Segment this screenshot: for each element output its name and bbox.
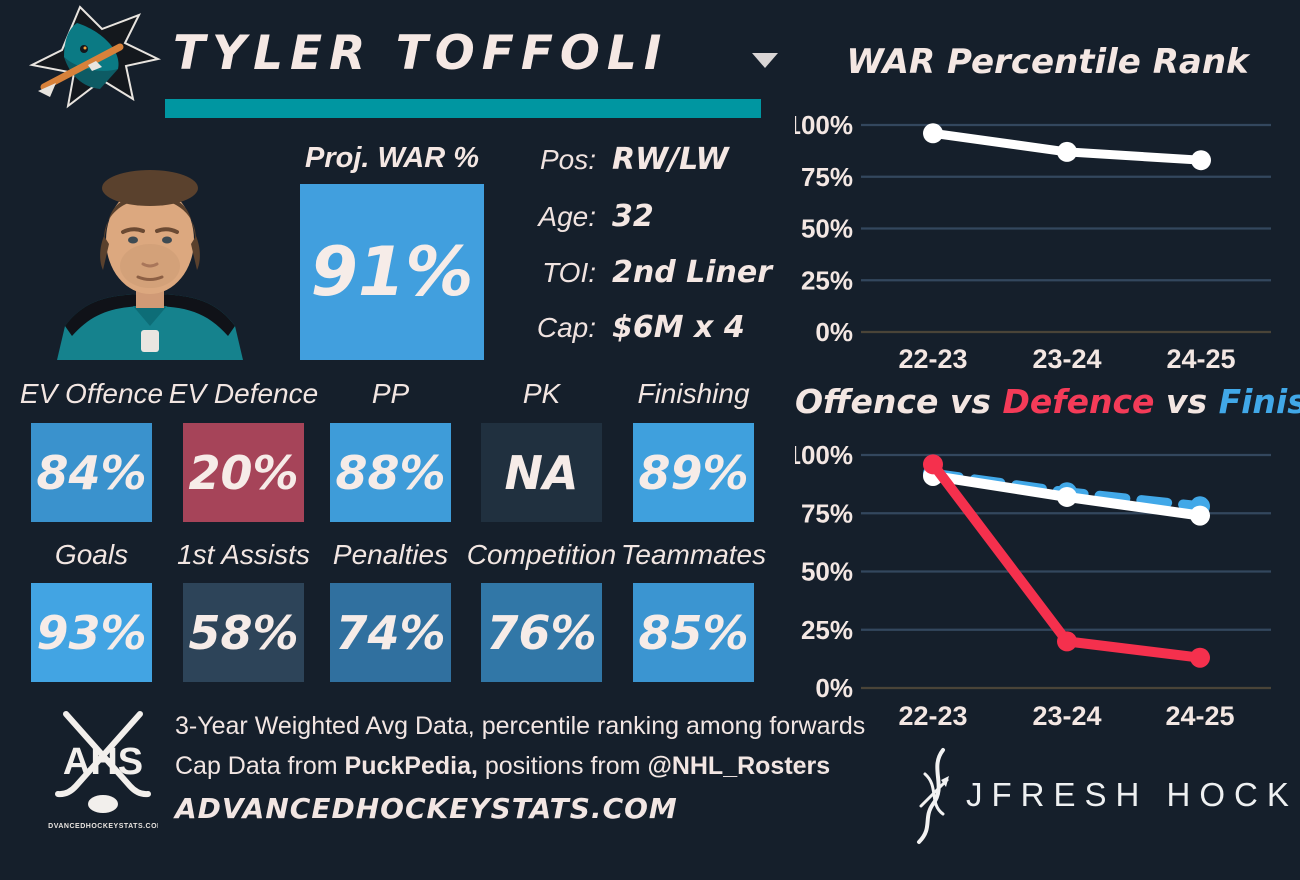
svg-text:100%: 100% xyxy=(795,440,853,470)
svg-text:100%: 100% xyxy=(795,110,853,140)
jfresh-logo-icon xyxy=(917,748,949,844)
stat-box: 74% xyxy=(330,583,451,682)
stat-box: 85% xyxy=(633,583,754,682)
proj-war-box: 91% xyxy=(300,184,484,360)
stat-box: 93% xyxy=(31,583,152,682)
stat-box: 20% xyxy=(183,423,304,522)
odf-chart-title: Offence vs Defence vs Finishing xyxy=(795,382,1300,421)
svg-text:75%: 75% xyxy=(801,498,853,528)
bio-label: Age: xyxy=(538,201,596,232)
stat-label: EV Offence xyxy=(19,378,164,409)
stat-value: 74% xyxy=(335,605,446,660)
stat-box: 76% xyxy=(481,583,602,682)
svg-text:22-23: 22-23 xyxy=(898,344,967,374)
stat-value: 93% xyxy=(36,605,147,660)
bio-row-toi: TOI: 2nd Liner xyxy=(500,255,790,299)
stat-value: 85% xyxy=(638,605,749,660)
legend-defence: Defence xyxy=(1002,382,1155,421)
svg-text:25%: 25% xyxy=(801,265,853,295)
bio-value: $6M x 4 xyxy=(612,310,745,345)
war-chart-title: WAR Percentile Rank xyxy=(846,42,1249,82)
svg-text:0%: 0% xyxy=(815,673,853,703)
svg-text:0%: 0% xyxy=(815,317,853,347)
bio-label: TOI: xyxy=(542,257,596,288)
war-percentile-chart: 100% 75% 50% 25% 0% 22-23 23-24 24-25 xyxy=(795,110,1271,374)
caret-down-icon[interactable] xyxy=(752,53,778,68)
svg-text:22-23: 22-23 xyxy=(898,701,967,731)
player-photo xyxy=(57,170,243,360)
stat-value: 20% xyxy=(188,445,299,500)
stat-label: Competition xyxy=(466,539,617,570)
stat-value: 89% xyxy=(638,445,749,500)
footnote-text: positions from xyxy=(477,752,648,780)
ahs-logo: AHS ADVANCEDHOCKEYSTATS.COM xyxy=(48,711,158,830)
svg-text:75%: 75% xyxy=(801,162,853,192)
bio-value: 2nd Liner xyxy=(612,255,773,290)
svg-text:23-24: 23-24 xyxy=(1032,701,1101,731)
bio-value: 32 xyxy=(612,199,654,234)
stat-label: Penalties xyxy=(332,539,449,570)
svg-text:24-25: 24-25 xyxy=(1166,344,1235,374)
svg-text:25%: 25% xyxy=(801,615,853,645)
stat-value: 88% xyxy=(335,445,446,500)
bio-label: Pos: xyxy=(539,144,596,175)
ahs-monogram: AHS xyxy=(63,741,143,783)
stat-label: Teammates xyxy=(620,539,767,570)
offence-defence-finishing-chart: 100% 75% 50% 25% 0% 22-23 23-24 24-25 xyxy=(795,440,1271,731)
bio-value: RW/LW xyxy=(612,142,729,177)
stat-box: NA xyxy=(481,423,602,522)
svg-text:24-25: 24-25 xyxy=(1165,701,1234,731)
footnote-line2: Cap Data from PuckPedia, positions from … xyxy=(175,752,830,781)
ahs-caption: ADVANCEDHOCKEYSTATS.COM xyxy=(48,823,158,830)
legend-offence: Offence xyxy=(795,382,939,421)
bio-label: Cap: xyxy=(536,312,596,343)
footnote-site-url: ADVANCEDHOCKEYSTATS.COM xyxy=(175,792,678,825)
stat-value: NA xyxy=(504,445,579,500)
stat-label: Goals xyxy=(54,539,129,570)
svg-text:50%: 50% xyxy=(801,557,853,587)
sharks-team-logo xyxy=(28,5,162,109)
proj-war-value: 91% xyxy=(310,232,474,312)
accent-underline-bar xyxy=(165,99,761,118)
stat-label: PP xyxy=(371,378,410,409)
jfresh-wordmark: JFRESH HOCKEY xyxy=(966,776,1300,813)
bio-row-cap: Cap: $6M x 4 xyxy=(500,310,790,354)
bio-row-age: Age: 32 xyxy=(500,199,790,243)
stat-label: PK xyxy=(522,378,561,409)
proj-war-label: Proj. WAR % xyxy=(304,142,479,174)
legend-vs: vs xyxy=(1154,382,1219,421)
legend-vs: vs xyxy=(938,382,1003,421)
stat-value: 58% xyxy=(188,605,299,660)
legend-finishing: Finishing xyxy=(1218,382,1300,421)
puckpedia-credit: PuckPedia, xyxy=(344,752,478,780)
stat-box: 58% xyxy=(183,583,304,682)
stat-box: 88% xyxy=(330,423,451,522)
stat-box: 84% xyxy=(31,423,152,522)
footnote-line1: 3-Year Weighted Avg Data, percentile ran… xyxy=(175,712,866,740)
stat-box: 89% xyxy=(633,423,754,522)
svg-text:23-24: 23-24 xyxy=(1032,344,1101,374)
nhl-rosters-credit: @NHL_Rosters xyxy=(647,752,831,780)
stat-label: 1st Assists xyxy=(177,539,310,570)
stat-label: EV Defence xyxy=(168,378,319,409)
stat-label: Finishing xyxy=(637,378,750,409)
bio-row-pos: Pos: RW/LW xyxy=(500,142,790,186)
player-name-title: TYLER TOFFOLI xyxy=(173,26,669,81)
stat-value: 76% xyxy=(486,605,597,660)
svg-text:50%: 50% xyxy=(801,214,853,244)
footnote-text: Cap Data from xyxy=(175,752,345,780)
stat-value: 84% xyxy=(36,445,147,500)
